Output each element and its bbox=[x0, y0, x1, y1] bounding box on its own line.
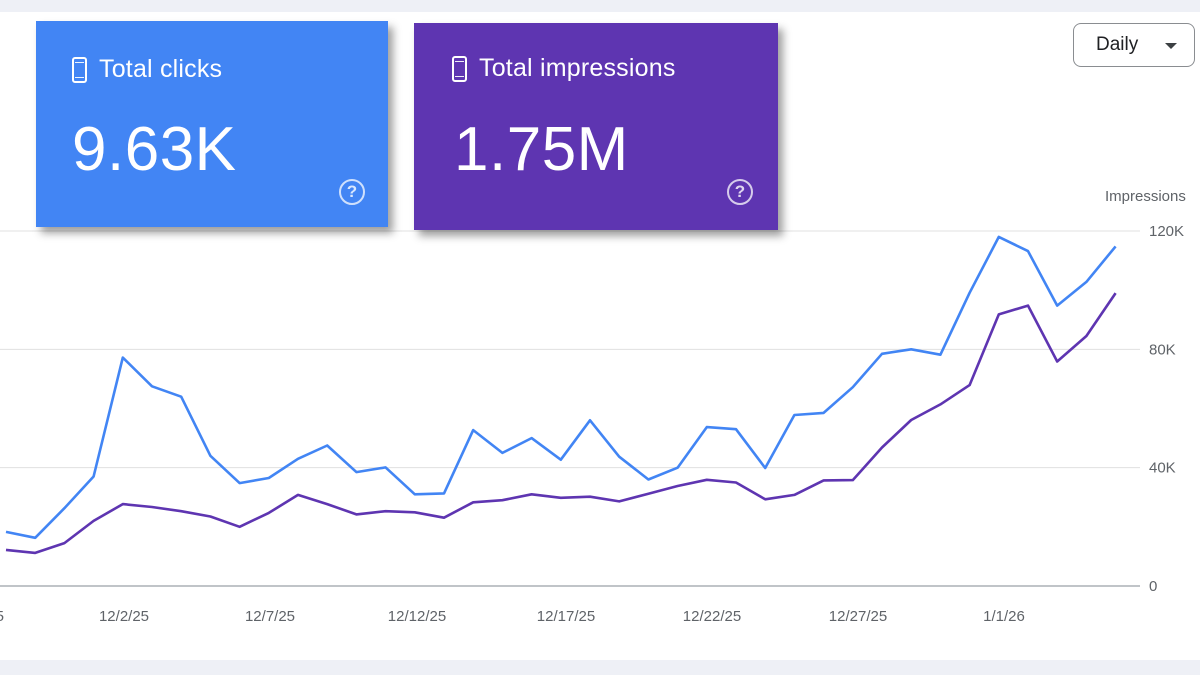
x-tick-label: 12/22/25 bbox=[683, 608, 741, 625]
total-impressions-value: 1.75M bbox=[454, 115, 629, 184]
x-tick-label: 12/17/25 bbox=[537, 608, 595, 625]
total-impressions-label: Total impressions bbox=[479, 54, 676, 82]
x-axis-ticks: 5 12/2/25 12/7/25 12/12/25 12/17/25 12/22/25 1… bbox=[0, 608, 1025, 625]
x-tick-label: 12/27/25 bbox=[829, 608, 887, 625]
device-icon bbox=[452, 55, 467, 82]
x-tick-label: 12/7/25 bbox=[245, 608, 295, 625]
device-icon bbox=[72, 56, 87, 83]
chart-lines bbox=[5, 235, 1117, 555]
y-tick-label: 0 bbox=[1149, 578, 1157, 595]
y-axis-ticks: 120K 80K 40K 0 bbox=[1149, 223, 1184, 595]
x-tick-label: 12/2/25 bbox=[99, 608, 149, 625]
impressions-series-line[interactable] bbox=[5, 292, 1117, 555]
y-tick-label: 120K bbox=[1149, 223, 1184, 240]
total-clicks-value: 9.63K bbox=[72, 115, 237, 184]
chevron-down-icon bbox=[1165, 43, 1177, 49]
help-icon[interactable]: ? bbox=[339, 179, 365, 205]
total-clicks-label: Total clicks bbox=[99, 55, 223, 83]
help-icon[interactable]: ? bbox=[727, 179, 753, 205]
period-select-value: Daily bbox=[1096, 34, 1139, 55]
clicks-series-line[interactable] bbox=[5, 235, 1117, 540]
y-tick-label: 40K bbox=[1149, 460, 1176, 477]
y-axis-title: Impressions bbox=[1105, 188, 1186, 205]
total-impressions-card[interactable]: Total impressions 1.75M ? bbox=[414, 23, 778, 230]
x-tick-label: 12/12/25 bbox=[388, 608, 446, 625]
x-tick-label: 1/1/26 bbox=[983, 608, 1025, 625]
chart-grid bbox=[0, 230, 1140, 587]
x-tick-label: 5 bbox=[0, 608, 4, 625]
y-tick-label: 80K bbox=[1149, 341, 1176, 358]
total-clicks-card[interactable]: Total clicks 9.63K ? bbox=[36, 21, 388, 227]
period-select[interactable]: Daily bbox=[1073, 23, 1195, 67]
